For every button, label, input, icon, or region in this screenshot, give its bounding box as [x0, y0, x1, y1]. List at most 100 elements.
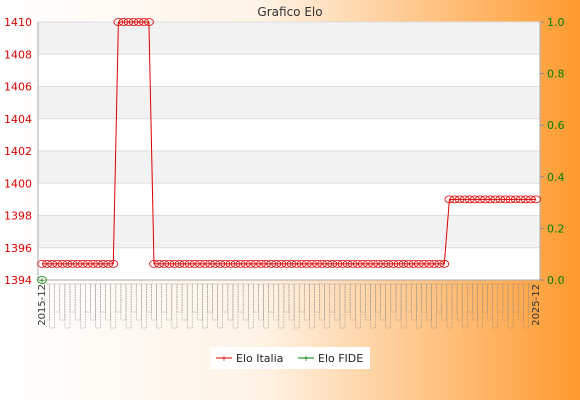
- x-tick-label-mark: [95, 283, 101, 329]
- data-point-elo-italia: [215, 259, 226, 268]
- data-point-elo-italia: [424, 259, 434, 268]
- y-left-tick-label: 1398: [4, 210, 32, 223]
- data-point-elo-italia: [256, 259, 266, 268]
- data-point-elo-italia: [480, 195, 490, 204]
- data-point-elo-italia: [383, 259, 394, 268]
- data-point-elo-italia: [245, 259, 256, 268]
- data-point-elo-italia: [154, 259, 165, 268]
- legend-box: [210, 347, 370, 369]
- x-tick-label-mark: [355, 283, 361, 329]
- data-point-elo-italia: [77, 259, 88, 268]
- data-point-elo-italia: [57, 259, 68, 268]
- data-point-elo-italia: [189, 259, 200, 268]
- data-point-elo-italia: [352, 259, 363, 268]
- data-point-elo-italia: [500, 195, 511, 204]
- data-point-elo-italia: [179, 259, 190, 268]
- data-point-elo-italia: [357, 259, 368, 268]
- data-point-elo-italia: [413, 259, 424, 268]
- y-right-tick-label: 0.8: [547, 68, 565, 81]
- data-point-elo-italia: [317, 259, 328, 268]
- x-tick-label-mark: [461, 283, 468, 329]
- legend: + Elo Italia + Elo FIDE: [210, 347, 370, 369]
- plot-band: [38, 151, 540, 184]
- data-point-elo-italia: [266, 259, 277, 268]
- y-left-tick-label: 1394: [4, 274, 32, 287]
- y-left-tick-label: 1406: [4, 81, 32, 94]
- x-tick-label-mark: [309, 283, 315, 329]
- x-tick-label-mark: [186, 283, 193, 329]
- x-tick-label-mark: [339, 283, 346, 329]
- x-tick-label-mark: [477, 283, 483, 329]
- data-point-elo-italia: [138, 18, 149, 26]
- data-point-elo-italia: [42, 259, 52, 268]
- y-left-tick-label: 1404: [4, 113, 32, 126]
- x-tick-label-mark: [324, 283, 330, 329]
- x-tick-label-mark: [293, 283, 300, 329]
- x-tick-label-mark: [64, 283, 71, 329]
- data-point-elo-italia: [52, 259, 63, 268]
- data-point-elo-italia: [459, 195, 470, 204]
- data-point-elo-italia: [240, 259, 251, 268]
- y-right-tick-label: 0.4: [547, 171, 565, 184]
- data-point-elo-italia: [373, 259, 384, 268]
- data-point-elo-italia: [93, 259, 103, 268]
- data-point-elo-italia: [82, 259, 93, 268]
- data-point-elo-italia: [169, 259, 180, 268]
- data-point-elo-italia: [133, 18, 144, 26]
- y-right-tick-label: 0.2: [547, 222, 565, 235]
- data-point-elo-italia: [205, 259, 215, 268]
- data-point-elo-italia: [368, 259, 378, 268]
- data-point-elo-italia: [429, 259, 440, 268]
- data-point-elo-italia: [225, 259, 236, 268]
- x-tick-label-mark: [141, 283, 147, 329]
- x-tick-label-last: 2025-12: [531, 284, 542, 326]
- data-point-elo-italia: [454, 195, 465, 204]
- data-point-elo-italia: [184, 259, 195, 268]
- data-point-elo-italia: [98, 259, 109, 268]
- x-tick-label-mark: [248, 283, 254, 329]
- data-point-elo-italia: [103, 259, 114, 268]
- data-point-elo-italia: [286, 259, 297, 268]
- data-point-elo-italia: [307, 259, 317, 268]
- x-tick-label-mark: [431, 283, 437, 329]
- x-tick-label-mark: [278, 283, 285, 329]
- data-point-elo-italia: [475, 195, 485, 204]
- data-point-elo-italia: [526, 195, 536, 204]
- data-point-elo-italia: [403, 259, 414, 268]
- data-point-elo-italia: [378, 259, 389, 268]
- data-point-elo-italia: [276, 259, 287, 268]
- x-tick-label-mark: [263, 283, 269, 329]
- data-point-elo-italia: [194, 259, 205, 268]
- data-point-elo-italia: [72, 259, 83, 268]
- legend-marker-elo-italia: +: [221, 354, 228, 363]
- data-point-elo-italia: [327, 259, 338, 268]
- legend-marker-elo-fide: +: [303, 354, 310, 363]
- data-point-elo-italia: [210, 259, 221, 268]
- data-point-elo-italia: [490, 195, 501, 204]
- data-point-elo-italia: [312, 259, 322, 268]
- data-point-elo-italia: [261, 259, 271, 268]
- y-left-tick-label: 1408: [4, 48, 32, 61]
- x-tick-label-mark: [49, 283, 55, 329]
- data-point-elo-italia: [495, 195, 506, 204]
- data-point-elo-italia: [520, 195, 531, 204]
- data-point-elo-italia: [388, 259, 399, 268]
- data-point-elo-italia: [281, 259, 292, 268]
- data-point-elo-italia: [342, 259, 353, 268]
- data-point-elo-italia: [88, 259, 98, 268]
- data-point-elo-italia: [47, 259, 58, 268]
- x-tick-label-mark: [528, 283, 534, 313]
- data-point-elo-italia: [149, 259, 159, 268]
- data-point-elo-italia: [515, 195, 526, 204]
- plot-band: [38, 22, 540, 55]
- y-left-tick-label: 1402: [4, 145, 32, 158]
- x-tick-label-mark: [202, 283, 208, 329]
- data-point-elo-italia: [67, 259, 78, 268]
- data-point-elo-italia: [464, 195, 475, 204]
- x-tick-label-mark: [217, 283, 223, 329]
- legend-label-elo-fide: Elo FIDE: [318, 352, 363, 365]
- data-point-elo-italia: [220, 259, 231, 268]
- x-tick-label-mark: [125, 283, 132, 329]
- data-point-elo-italia: [337, 259, 348, 268]
- data-point-elo-italia: [363, 259, 373, 268]
